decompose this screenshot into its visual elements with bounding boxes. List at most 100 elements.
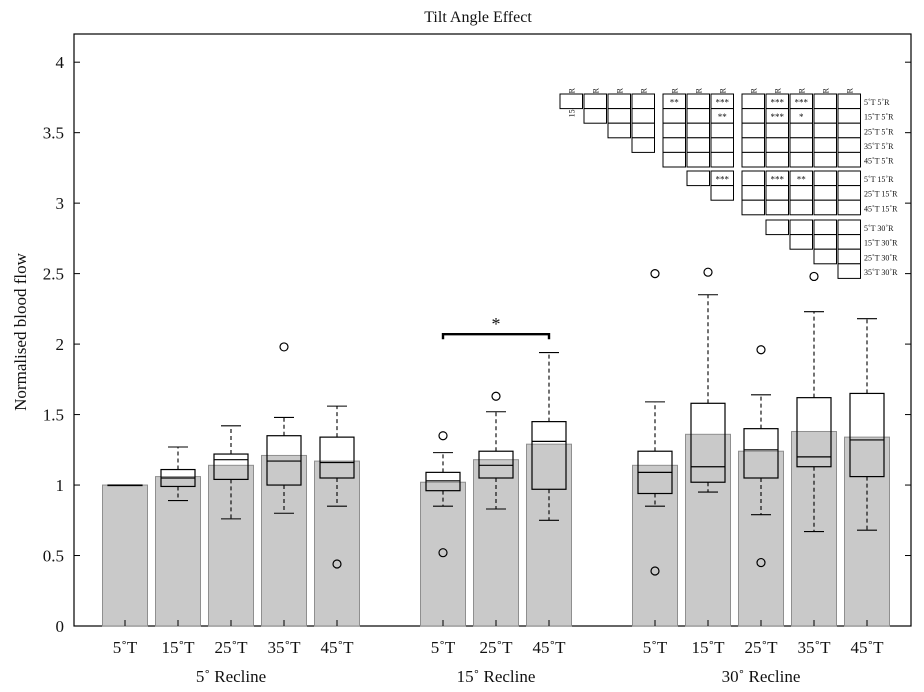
- matrix-cell: [607, 122, 631, 139]
- matrix-cell: [607, 108, 631, 124]
- matrix-cell: [765, 151, 789, 168]
- matrix-cell: [813, 108, 837, 124]
- matrix-cell: [765, 199, 789, 216]
- mean-bar: [844, 436, 890, 627]
- iqr-box: [425, 471, 461, 492]
- matrix-cell: [741, 122, 765, 139]
- significance-matrix: 15˚T 5˚R 25˚T 5˚R 35˚T 5˚R 45˚T 5˚R 5˚T 15˚R…: [559, 87, 898, 279]
- matrix-row-label: 25˚T 15˚R: [864, 190, 898, 199]
- matrix-cell: [741, 93, 765, 110]
- y-tick-label: 2: [56, 335, 65, 354]
- matrix-cell: [789, 234, 813, 250]
- matrix-cell: [710, 151, 734, 168]
- outlier-point: [491, 391, 501, 401]
- matrix-cell: [813, 185, 837, 201]
- group-label: 30˚ Recline: [722, 667, 801, 686]
- matrix-cell: [607, 93, 631, 110]
- mean-bar: [261, 454, 307, 627]
- matrix-cell: [686, 151, 710, 168]
- matrix-cell: [813, 170, 837, 187]
- matrix-row-label: 15˚T 5˚R: [864, 113, 894, 122]
- y-tick-label: 0: [56, 617, 65, 636]
- matrix-cell: [741, 108, 765, 124]
- outlier-point: [650, 566, 660, 576]
- matrix-cell: [813, 199, 837, 216]
- matrix-row-label: 45˚T 15˚R: [864, 204, 898, 213]
- matrix-significance: **: [670, 98, 680, 108]
- matrix-cell: [837, 170, 861, 187]
- matrix-cell: [662, 122, 686, 139]
- matrix-cell: [813, 248, 837, 265]
- matrix-significance: ***: [795, 98, 809, 108]
- matrix-cell: [765, 219, 789, 236]
- y-tick-label: 3.5: [43, 124, 64, 143]
- matrix-cell: [813, 122, 837, 139]
- matrix-row-label: 45˚T 5˚R: [864, 157, 894, 166]
- significance-bracket: [441, 333, 551, 340]
- matrix-cell: [631, 122, 655, 139]
- x-tick-label: 5˚T: [643, 638, 668, 657]
- matrix-cell: [813, 137, 837, 153]
- significance-star: *: [492, 314, 501, 334]
- matrix-significance: ***: [771, 175, 785, 185]
- matrix-cell: [789, 122, 813, 139]
- matrix-cell: [559, 93, 583, 110]
- x-tick-label: 45˚T: [532, 638, 566, 657]
- matrix-cell: [662, 137, 686, 153]
- y-tick-label: 2.5: [43, 265, 64, 284]
- matrix-cell: [837, 199, 861, 216]
- iqr-box: [849, 392, 885, 478]
- matrix-cell: [631, 137, 655, 153]
- y-tick-label: 1: [56, 476, 65, 495]
- matrix-cell: [837, 185, 861, 201]
- matrix-row-label: 25˚T 5˚R: [864, 127, 894, 136]
- group-label: 15˚ Recline: [457, 667, 536, 686]
- outlier-point: [438, 431, 448, 441]
- mean-bar: [685, 433, 731, 627]
- outlier-point: [756, 345, 766, 355]
- matrix-cell: [583, 93, 607, 110]
- mean-bar: [473, 459, 519, 627]
- iqr-box: [266, 435, 302, 486]
- matrix-cell: [837, 108, 861, 124]
- matrix-cell: [686, 122, 710, 139]
- x-tick-label: 45˚T: [850, 638, 884, 657]
- matrix-cell: [765, 122, 789, 139]
- matrix-significance: **: [797, 175, 807, 185]
- matrix-row-label: 5˚T 5˚R: [864, 98, 890, 107]
- matrix-cell: [813, 151, 837, 168]
- x-tick-label: 5˚T: [431, 638, 456, 657]
- matrix-cell: [741, 151, 765, 168]
- x-tick-label: 35˚T: [797, 638, 831, 657]
- matrix-cell: [686, 108, 710, 124]
- matrix-cell: [741, 185, 765, 201]
- matrix-cell: [631, 108, 655, 124]
- iqr-box: [478, 450, 514, 479]
- matrix-cell: [583, 108, 607, 124]
- matrix-cell: [813, 234, 837, 250]
- matrix-cell: [710, 122, 734, 139]
- iqr-box: [213, 453, 249, 481]
- iqr-box: [319, 436, 355, 479]
- outlier-point: [650, 269, 660, 279]
- x-tick-label: 25˚T: [479, 638, 513, 657]
- group-label: 5˚ Recline: [196, 667, 266, 686]
- matrix-cell: [686, 93, 710, 110]
- iqr-box: [743, 428, 779, 479]
- outlier-point: [809, 271, 819, 282]
- y-tick-label: 3: [56, 194, 65, 213]
- x-tick-label: 45˚T: [320, 638, 354, 657]
- matrix-cell: [710, 137, 734, 153]
- mean-bar: [155, 476, 201, 627]
- x-tick-label: 25˚T: [214, 638, 248, 657]
- matrix-cell: [686, 170, 710, 187]
- matrix-significance: **: [718, 112, 728, 122]
- chart-title: Tilt Angle Effect: [424, 9, 532, 26]
- matrix-cell: [741, 137, 765, 153]
- matrix-cell: [813, 93, 837, 110]
- matrix-cell: [837, 263, 861, 279]
- matrix-row-label: 5˚T 30˚R: [864, 224, 894, 233]
- matrix-cell: [765, 137, 789, 153]
- iqr-box: [531, 421, 567, 490]
